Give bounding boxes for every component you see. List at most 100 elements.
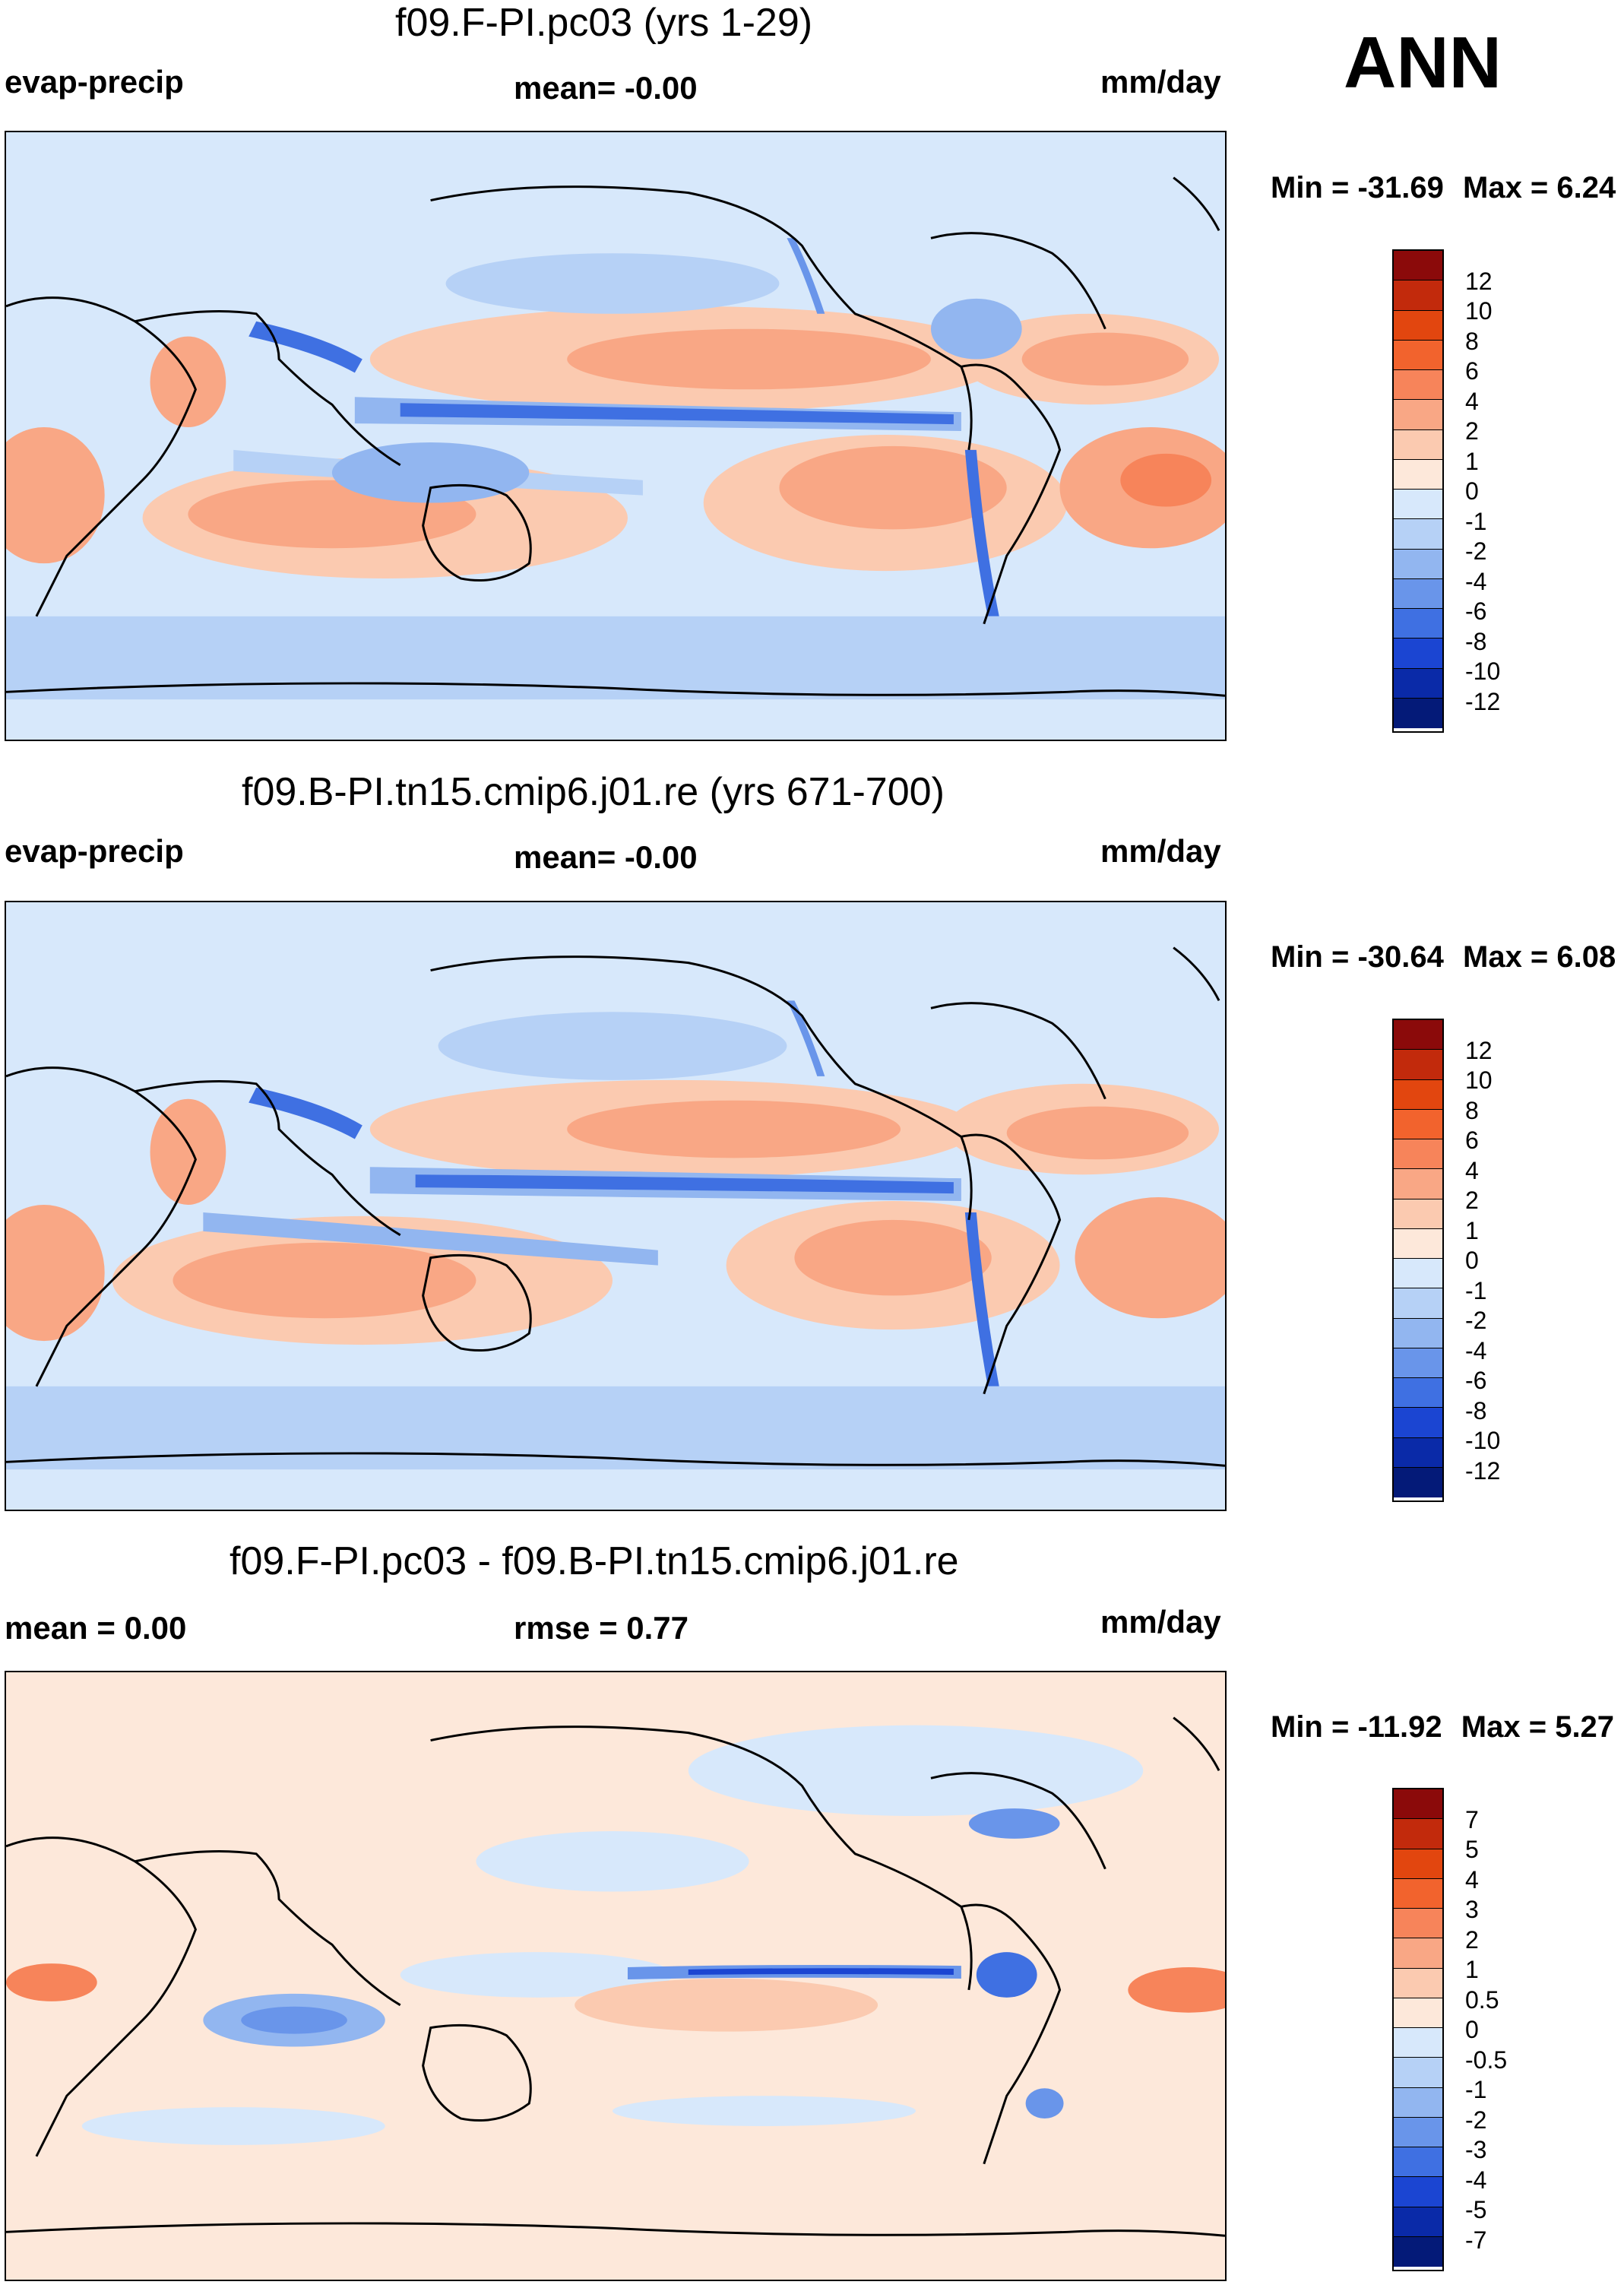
colorbar-tick-label: 3: [1465, 1896, 1479, 1923]
colorbar-tick-label: -3: [1465, 2136, 1487, 2163]
colorbar-tick-label: -10: [1465, 658, 1501, 685]
colorbar-swatch: [1394, 340, 1442, 370]
colorbar-swatch: [1394, 1437, 1442, 1468]
panel-1-units-label: mm/day: [1100, 64, 1221, 100]
colorbar-swatch: [1394, 1348, 1442, 1378]
panel-3-title: f09.F-PI.pc03 - f09.B-PI.tn15.cmip6.j01.…: [230, 1539, 959, 1583]
colorbar-swatch: [1394, 1199, 1442, 1229]
colorbar-tick-label: -1: [1465, 507, 1487, 535]
colorbar-tick-label: 6: [1465, 1127, 1479, 1154]
colorbar-tick-label: 1: [1465, 1956, 1479, 1983]
colorbar-swatch: [1394, 1228, 1442, 1259]
colorbar-swatch: [1394, 2177, 1442, 2207]
colorbar-swatch: [1394, 1968, 1442, 1998]
colorbar-tick-label: -4: [1465, 2166, 1487, 2194]
colorbar-tick-label: 12: [1465, 267, 1493, 295]
colorbar-tick-label: -4: [1465, 1336, 1487, 1364]
colorbar-swatch: [1394, 1169, 1442, 1199]
colorbar-tick-label: 1: [1465, 1216, 1479, 1244]
panel-2-units-label: mm/day: [1100, 833, 1221, 869]
colorbar-swatch: [1394, 2058, 1442, 2088]
panel-3-mean-label: mean = 0.00: [5, 1610, 187, 1646]
colorbar-swatch: [1394, 310, 1442, 341]
colorbar-tick-label: -4: [1465, 567, 1487, 595]
colorbar-tick-label: -6: [1465, 597, 1487, 625]
panel-3-minmax: Min = -11.92 Max = 5.27: [1271, 1710, 1614, 1745]
colorbar-tick-label: 2: [1465, 417, 1479, 445]
colorbar-tick-label: 5: [1465, 1836, 1479, 1863]
colorbar-tick-label: -8: [1465, 1396, 1487, 1424]
colorbar-swatch: [1394, 578, 1442, 609]
colorbar-swatch: [1394, 1288, 1442, 1319]
colorbar-swatch: [1394, 1938, 1442, 1969]
colorbar-tick-label: -12: [1465, 1456, 1501, 1485]
colorbar-tick-label: -2: [1465, 1307, 1487, 1334]
colorbar-tick-label: 1: [1465, 447, 1479, 475]
panel-1-colorbar: [1392, 249, 1444, 733]
colorbar-swatch: [1394, 1079, 1442, 1110]
colorbar-swatch: [1394, 1318, 1442, 1348]
colorbar-tick-label: 0: [1465, 2016, 1479, 2043]
colorbar-tick-label: 4: [1465, 1156, 1479, 1184]
colorbar-tick-label: 7: [1465, 1805, 1479, 1833]
colorbar-tick-label: -5: [1465, 2196, 1487, 2223]
colorbar-swatch: [1394, 2117, 1442, 2147]
panel-3-max-value: Max = 5.27: [1461, 1710, 1615, 1744]
panel-3-colorbar: [1392, 1788, 1444, 2271]
colorbar-swatch: [1394, 280, 1442, 311]
colorbar-swatch: [1394, 1819, 1442, 1849]
colorbar-swatch: [1394, 698, 1442, 728]
colorbar-swatch: [1394, 2147, 1442, 2178]
colorbar-tick-label: -1: [1465, 1276, 1487, 1304]
colorbar-tick-label: 0.5: [1465, 1985, 1499, 2014]
colorbar-swatch: [1394, 1378, 1442, 1409]
panel-3-map: [5, 1671, 1227, 2281]
colorbar-swatch: [1394, 549, 1442, 579]
colorbar-tick-label: 4: [1465, 387, 1479, 415]
panel-2-max-value: Max = 6.08: [1463, 940, 1616, 974]
panel-1-minmax: Min = -31.69 Max = 6.24: [1271, 171, 1616, 205]
colorbar-swatch: [1394, 1259, 1442, 1289]
panel-3-min-value: Min = -11.92: [1271, 1710, 1442, 1744]
panel-2-map: [5, 901, 1227, 1511]
colorbar-swatch: [1394, 1909, 1442, 1939]
panel-2-variable-label: evap-precip: [5, 833, 184, 869]
colorbar-swatch: [1394, 1789, 1442, 1820]
colorbar-tick-label: -10: [1465, 1427, 1501, 1454]
panel-1-map-graphic: [6, 176, 1225, 740]
panel-2-colorbar: [1392, 1019, 1444, 1502]
panel-3-rmse-label: rmse = 0.77: [514, 1610, 689, 1646]
colorbar-tick-label: -6: [1465, 1367, 1487, 1394]
panel-1-max-value: Max = 6.24: [1463, 171, 1616, 204]
colorbar-swatch: [1394, 2028, 1442, 2058]
colorbar-swatch: [1394, 459, 1442, 490]
panel-2-min-value: Min = -30.64: [1271, 940, 1444, 974]
colorbar-swatch: [1394, 668, 1442, 699]
colorbar-tick-label: -1: [1465, 2076, 1487, 2103]
colorbar-tick-label: -7: [1465, 2226, 1487, 2254]
panel-1-map: [5, 131, 1227, 741]
colorbar-swatch: [1394, 1139, 1442, 1170]
colorbar-tick-label: 2: [1465, 1925, 1479, 1954]
panel-1-variable-label: evap-precip: [5, 64, 184, 100]
colorbar-tick-label: -0.5: [1465, 2046, 1508, 2074]
colorbar-swatch: [1394, 1050, 1442, 1080]
colorbar-swatch: [1394, 1998, 1442, 2028]
colorbar-swatch: [1394, 370, 1442, 401]
colorbar-swatch: [1394, 1020, 1442, 1051]
colorbar-tick-label: 4: [1465, 1865, 1479, 1893]
colorbar-swatch: [1394, 609, 1442, 639]
colorbar-swatch: [1394, 1109, 1442, 1139]
colorbar-tick-label: 0: [1465, 477, 1479, 505]
colorbar-tick-label: 8: [1465, 327, 1479, 355]
panel-1-min-value: Min = -31.69: [1271, 171, 1444, 204]
colorbar-swatch: [1394, 429, 1442, 460]
panel-3-map-graphic: [6, 1716, 1225, 2237]
colorbar-tick-label: 0: [1465, 1247, 1479, 1274]
colorbar-tick-label: 10: [1465, 1066, 1493, 1094]
colorbar-swatch: [1394, 2087, 1442, 2118]
panel-2-mean-label: mean= -0.00: [514, 839, 698, 875]
panel-1-title: f09.F-PI.pc03 (yrs 1-29): [395, 1, 813, 45]
colorbar-swatch: [1394, 400, 1442, 430]
colorbar-swatch: [1394, 1849, 1442, 1879]
